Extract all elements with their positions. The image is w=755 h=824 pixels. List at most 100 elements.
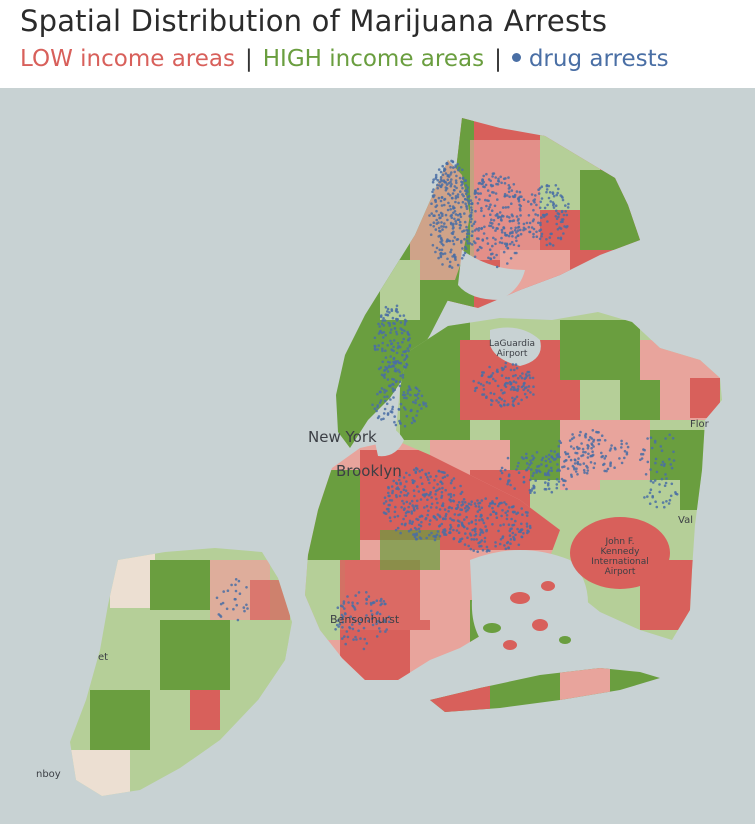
arrest-dot bbox=[481, 531, 485, 534]
arrest-dot bbox=[444, 181, 448, 184]
arrest-dot bbox=[384, 349, 387, 353]
arrest-dot bbox=[480, 206, 483, 210]
arrest-dot bbox=[498, 542, 502, 546]
arrest-dot bbox=[487, 199, 490, 203]
arrest-dot bbox=[470, 211, 473, 214]
arrest-dot bbox=[396, 310, 399, 314]
arrest-dot bbox=[398, 345, 402, 349]
arrest-dot bbox=[419, 498, 423, 501]
arrest-dot bbox=[451, 518, 454, 522]
arrest-dot bbox=[367, 619, 370, 623]
arrest-dot bbox=[441, 173, 445, 177]
arrest-dot bbox=[384, 356, 388, 359]
arrest-dot bbox=[417, 392, 420, 396]
arrest-dot bbox=[519, 232, 523, 236]
arrest-dot bbox=[408, 519, 412, 523]
arrest-dot bbox=[504, 376, 508, 380]
arrest-dot bbox=[511, 195, 515, 198]
arrest-dot bbox=[406, 389, 410, 392]
arrest-dot bbox=[541, 213, 545, 217]
map-view[interactable]: LaGuardia Airport John F. Kennedy Intern… bbox=[0, 88, 755, 824]
arrest-dot bbox=[449, 250, 452, 254]
arrest-dot bbox=[352, 617, 355, 621]
arrest-dot bbox=[575, 467, 578, 471]
arrest-dot bbox=[403, 318, 407, 322]
arrest-dot bbox=[446, 474, 449, 477]
arrest-dot bbox=[440, 196, 444, 199]
arrest-dot bbox=[603, 457, 606, 460]
arrest-dot bbox=[517, 225, 521, 229]
arrest-dot bbox=[501, 509, 504, 512]
arrest-dot bbox=[530, 193, 534, 196]
arrest-dot bbox=[422, 403, 426, 406]
label-new-york: New York bbox=[308, 428, 377, 446]
arrest-dot bbox=[494, 541, 497, 544]
arrest-dot bbox=[547, 196, 551, 200]
arrest-dot bbox=[555, 193, 558, 197]
arrest-dot bbox=[551, 456, 555, 460]
arrest-dot bbox=[342, 602, 346, 605]
arrest-dot bbox=[413, 494, 416, 498]
arrest-dot bbox=[499, 175, 503, 179]
arrest-dot bbox=[474, 195, 478, 199]
arrest-dot bbox=[449, 221, 453, 225]
arrest-dot bbox=[438, 248, 442, 252]
arrest-dot bbox=[484, 525, 487, 528]
arrest-dot bbox=[399, 374, 402, 378]
arrest-dot bbox=[497, 529, 500, 533]
arrest-dot bbox=[531, 474, 534, 478]
arrest-dot bbox=[410, 421, 414, 425]
arrest-dot bbox=[376, 416, 380, 420]
arrest-dot bbox=[538, 237, 542, 241]
arrest-dot bbox=[409, 393, 412, 397]
arrest-dot bbox=[406, 392, 410, 395]
arrest-dot bbox=[438, 534, 442, 538]
arrest-dot bbox=[443, 508, 447, 511]
arrest-dot bbox=[402, 337, 406, 341]
arrest-dot bbox=[436, 183, 439, 187]
arrest-dot bbox=[450, 248, 453, 252]
arrest-dot bbox=[481, 373, 484, 377]
arrest-dot bbox=[546, 220, 549, 223]
arrest-dot bbox=[476, 550, 480, 553]
arrest-dot bbox=[509, 257, 513, 260]
arrest-dot bbox=[512, 374, 515, 378]
arrest-dot bbox=[461, 200, 465, 204]
arrest-dot bbox=[473, 502, 477, 505]
arrest-dot bbox=[510, 202, 513, 205]
arrest-dot bbox=[369, 603, 373, 606]
arrest-dot bbox=[474, 514, 478, 518]
arrest-dot bbox=[351, 627, 355, 631]
arrest-dot bbox=[519, 214, 522, 217]
arrest-dot bbox=[454, 197, 458, 200]
east-river bbox=[458, 250, 525, 300]
arrest-dot bbox=[436, 483, 439, 486]
arrest-dot bbox=[479, 382, 483, 386]
arrest-dot bbox=[503, 231, 507, 235]
arrest-dot bbox=[444, 188, 448, 192]
arrest-dot bbox=[516, 387, 520, 391]
arrest-dot bbox=[425, 504, 429, 508]
arrest-dot bbox=[386, 395, 389, 398]
arrest-dot bbox=[514, 388, 517, 392]
arrest-dot bbox=[439, 176, 443, 179]
arrest-dot bbox=[396, 526, 400, 530]
arrest-dot bbox=[668, 457, 671, 461]
arrest-dot bbox=[528, 374, 531, 377]
arrest-dot bbox=[432, 535, 436, 538]
arrest-dot bbox=[478, 181, 482, 185]
arrest-dot bbox=[351, 605, 355, 608]
arrest-dot bbox=[453, 170, 457, 174]
arrest-dot bbox=[443, 197, 447, 201]
arrest-dot bbox=[489, 224, 493, 228]
arrest-dot bbox=[499, 524, 502, 527]
arrest-dot bbox=[669, 463, 673, 466]
arrest-dot bbox=[518, 195, 522, 198]
arrest-dot bbox=[440, 204, 444, 207]
arrest-dot bbox=[242, 606, 246, 609]
arrest-dot bbox=[519, 209, 522, 212]
arrest-dot bbox=[504, 547, 508, 551]
arrest-dot bbox=[502, 250, 506, 254]
arrest-dot bbox=[486, 516, 489, 520]
arrest-dot bbox=[557, 480, 561, 483]
